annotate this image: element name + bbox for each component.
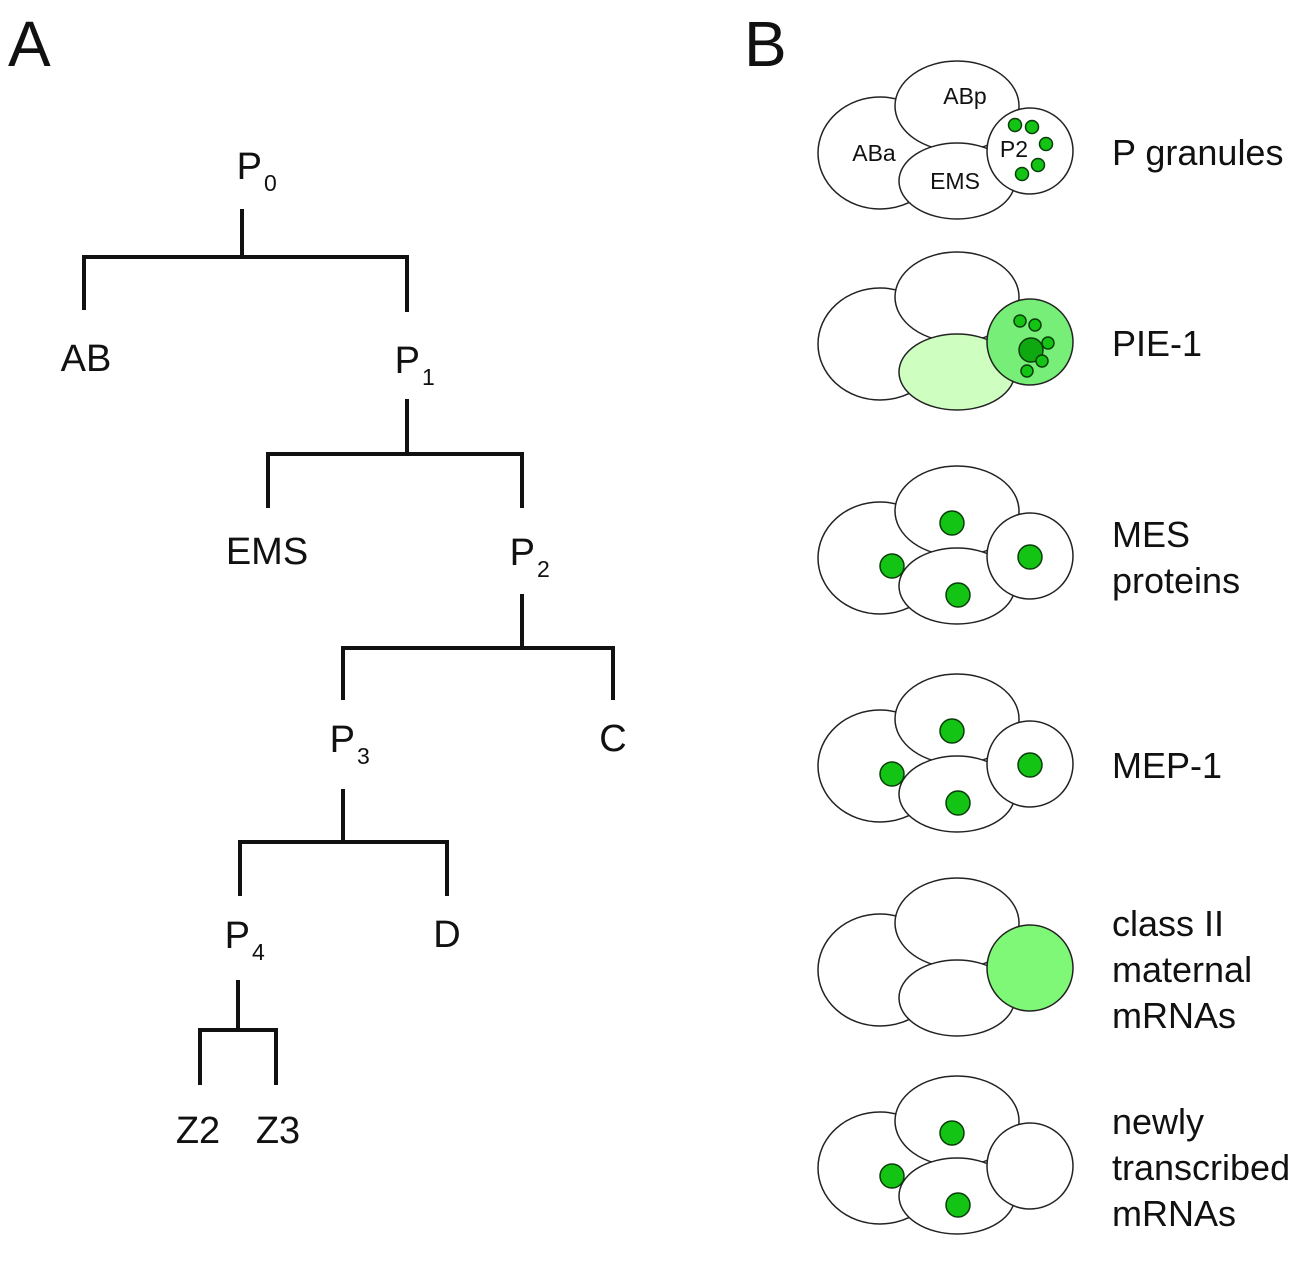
cell-label-p2: P2 xyxy=(1000,136,1028,162)
lineage-node-p2: P xyxy=(510,532,535,574)
panel-b-label: B xyxy=(744,8,787,80)
embryo-panel: ABa ABp EMS P2 P granules PIE-1 MES proteins MEP… xyxy=(817,60,1290,1235)
p-granule xyxy=(1028,318,1042,332)
nucleus-aba xyxy=(879,761,905,787)
division-P4 xyxy=(198,980,278,1085)
lineage-node-ems: EMS xyxy=(226,531,308,573)
nucleus-abp xyxy=(939,718,965,744)
lineage-node-subscript: 1 xyxy=(422,364,435,390)
row-label-line: P granules xyxy=(1112,132,1283,173)
row-label-line: MES xyxy=(1112,514,1190,555)
embryo-row-2: PIE-1 xyxy=(817,251,1202,411)
p-granule xyxy=(1014,166,1030,182)
nucleus-abp xyxy=(939,1120,965,1146)
cell-label-ems: EMS xyxy=(930,168,980,194)
embryo-row-3: MES proteins xyxy=(817,465,1240,625)
row-label-line: proteins xyxy=(1112,560,1240,601)
embryo xyxy=(817,673,1074,833)
p-granule xyxy=(1038,136,1054,152)
lineage-node-subscript: 3 xyxy=(357,743,370,769)
lineage-node-p4: P xyxy=(225,915,250,957)
cell-p2 xyxy=(986,107,1074,195)
nucleus-aba xyxy=(879,1163,905,1189)
lineage-node-subscript: 0 xyxy=(264,170,277,196)
row-label-line: class II xyxy=(1112,903,1224,944)
lineage-node-subscript: 4 xyxy=(252,939,265,965)
panel-a-label: A xyxy=(8,8,51,80)
cell-p2 xyxy=(986,924,1074,1012)
division-P2 xyxy=(341,594,615,700)
p-granule xyxy=(1035,354,1049,368)
embryo xyxy=(817,1075,1074,1235)
p-granule xyxy=(1041,336,1055,350)
embryo-row-1: ABa ABp EMS P2 P granules xyxy=(817,60,1283,220)
division-P0 xyxy=(82,209,409,312)
p-granule xyxy=(1024,119,1040,135)
cell-p2 xyxy=(986,1122,1074,1210)
nucleus-p2 xyxy=(1017,752,1043,778)
row-label-line: maternal xyxy=(1112,949,1252,990)
embryo xyxy=(817,465,1074,625)
p-granule xyxy=(1030,157,1046,173)
lineage-node-subscript: 2 xyxy=(537,556,550,582)
embryo-row-4: MEP-1 xyxy=(817,673,1222,833)
lineage-node-ab: AB xyxy=(61,338,112,380)
lineage-node-d: D xyxy=(433,914,460,956)
row-label-line: transcribed xyxy=(1112,1147,1290,1188)
division-P1 xyxy=(266,399,524,508)
nucleus-p2 xyxy=(1017,544,1043,570)
lineage-node-z2: Z2 xyxy=(176,1110,220,1152)
nucleus-aba xyxy=(879,553,905,579)
embryo-row-6: newly transcribed mRNAs xyxy=(817,1075,1290,1235)
embryo xyxy=(817,877,1074,1037)
embryo xyxy=(817,251,1074,411)
nucleus-p2 xyxy=(1018,337,1044,363)
p-granule xyxy=(1013,314,1027,328)
division-P3 xyxy=(238,789,449,896)
row-label-line: mRNAs xyxy=(1112,995,1236,1036)
row-label-line: PIE-1 xyxy=(1112,323,1202,364)
embryo xyxy=(817,60,1074,220)
row-label-line: mRNAs xyxy=(1112,1193,1236,1234)
nucleus-ems xyxy=(945,1192,971,1218)
nucleus-ems xyxy=(945,582,971,608)
lineage-node-c: C xyxy=(599,718,626,760)
row-label-line: MEP-1 xyxy=(1112,745,1222,786)
cell-label-abp: ABp xyxy=(943,83,986,109)
cell-label-aba: ABa xyxy=(852,140,896,166)
nucleus-abp xyxy=(939,510,965,536)
p-granule xyxy=(1007,117,1023,133)
lineage-node-z3: Z3 xyxy=(256,1110,300,1152)
row-label-line: newly xyxy=(1112,1101,1204,1142)
p-granule xyxy=(1020,364,1034,378)
embryo-row-5: class II maternal mRNAs xyxy=(817,877,1252,1037)
lineage-node-p3: P xyxy=(330,719,355,761)
lineage-node-p0: P xyxy=(237,146,262,188)
lineage-node-p1: P xyxy=(395,340,420,382)
nucleus-ems xyxy=(945,790,971,816)
